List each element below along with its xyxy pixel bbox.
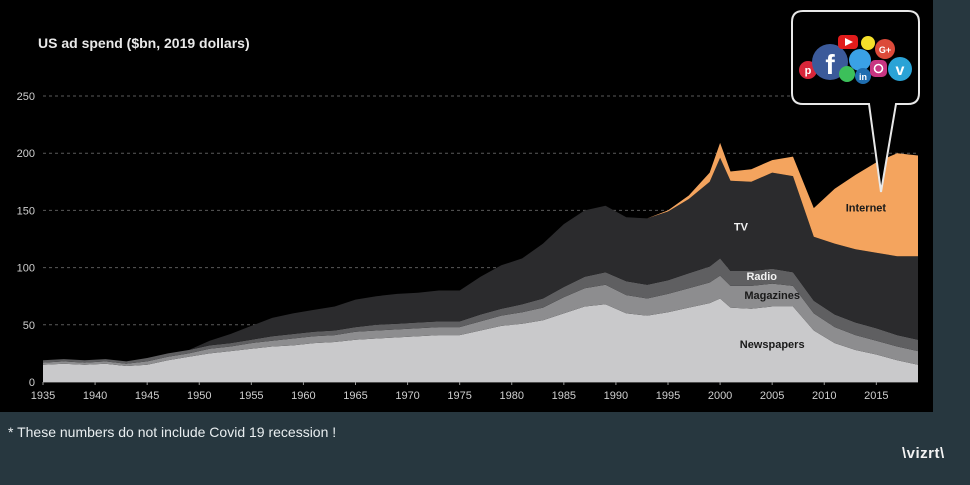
series-label-internet: Internet: [846, 203, 887, 215]
series-label-newspapers: Newspapers: [740, 339, 805, 351]
y-tick-label: 200: [17, 148, 35, 160]
series-label-tv: TV: [734, 221, 749, 233]
x-tick-label: 1985: [552, 390, 576, 402]
x-tick-label: 1995: [656, 390, 680, 402]
x-tick-label: 2010: [812, 390, 836, 402]
x-tick-label: 1955: [239, 390, 263, 402]
x-tick-label: 1975: [447, 390, 471, 402]
x-tick-label: 1970: [395, 390, 419, 402]
svg-text:f: f: [825, 49, 835, 80]
x-tick-label: 1935: [31, 390, 55, 402]
vizrt-logo: \vizrt\: [902, 445, 945, 462]
y-tick-label: 150: [17, 205, 35, 217]
instagram-icon: [870, 60, 887, 77]
x-tick-label: 1990: [604, 390, 628, 402]
x-tick-label: 1940: [83, 390, 107, 402]
y-tick-label: 100: [17, 263, 35, 275]
y-tick-label: 250: [17, 91, 35, 103]
x-tick-label: 1965: [343, 390, 367, 402]
x-axis-ticks: 1935 1940 1945 1950 1955 1960 1965 1970 1975 1980…: [31, 382, 889, 402]
x-tick-label: 2015: [864, 390, 888, 402]
slide-background: US ad spend ($bn, 2019 dollars) Newspape…: [0, 0, 933, 412]
area-radio: [43, 258, 918, 364]
google-plus-icon: [875, 39, 895, 59]
whatsapp-icon: [839, 66, 855, 82]
x-tick-label: 1960: [291, 390, 315, 402]
series-label-radio: Radio: [746, 271, 777, 283]
series-labels: Newspapers Magazines Radio TV Internet: [734, 203, 887, 352]
svg-text:v: v: [896, 62, 905, 79]
area-magazines: [43, 275, 918, 366]
svg-text:G+: G+: [879, 45, 891, 55]
series-label-magazines: Magazines: [744, 290, 800, 302]
linkedin-icon: [855, 68, 871, 84]
x-tick-label: 1980: [500, 390, 524, 402]
area-series: [43, 142, 918, 382]
svg-text:in: in: [859, 72, 867, 82]
vimeo-icon: [888, 57, 912, 81]
area-newspapers: [43, 298, 918, 382]
twitter-icon: [849, 49, 871, 71]
x-tick-label: 2005: [760, 390, 784, 402]
y-tick-label: 0: [29, 377, 35, 389]
y-axis-ticks: 0 50 100 150 200 250: [17, 91, 35, 389]
snapchat-icon: [861, 36, 875, 50]
x-tick-label: 1950: [187, 390, 211, 402]
x-tick-label: 2000: [708, 390, 732, 402]
facebook-icon: [812, 44, 848, 80]
x-tick-label: 1945: [135, 390, 159, 402]
footnote: * These numbers do not include Covid 19 …: [8, 424, 337, 440]
social-media-callout: p f G+ in v: [791, 10, 920, 193]
svg-text:p: p: [805, 65, 812, 77]
chart-title: US ad spend ($bn, 2019 dollars): [38, 35, 250, 51]
area-tv: [43, 157, 918, 362]
stacked-area-chart: US ad spend ($bn, 2019 dollars) Newspape…: [17, 10, 920, 402]
y-tick-label: 50: [23, 320, 35, 332]
